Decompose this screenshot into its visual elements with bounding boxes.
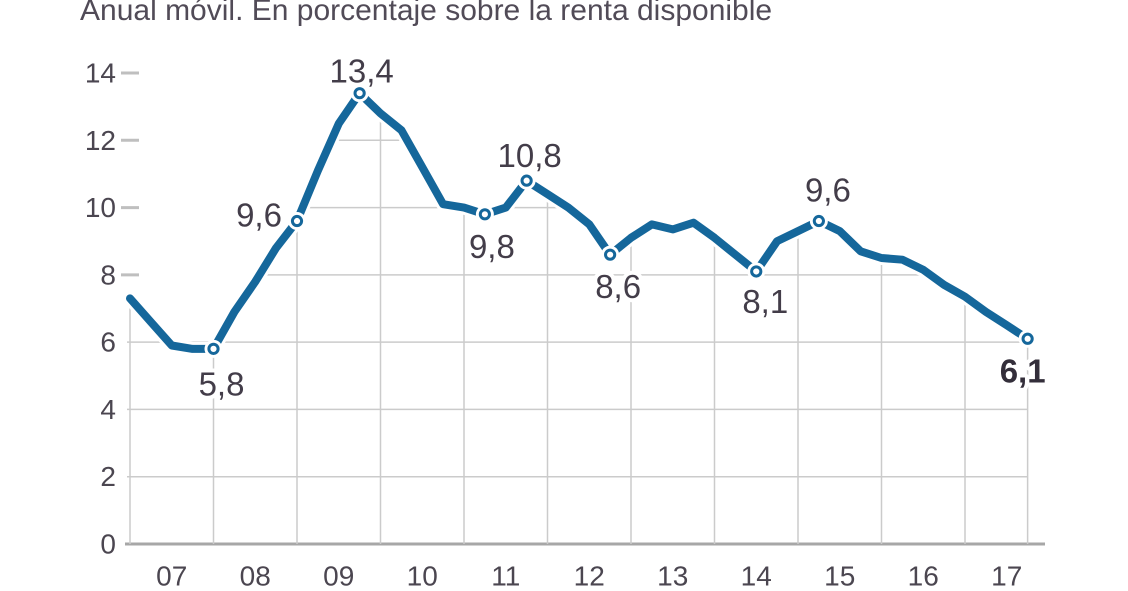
y-tick-label: 4 bbox=[100, 394, 116, 425]
data-point-label: 9,8 bbox=[469, 228, 515, 265]
y-tick-label: 0 bbox=[100, 529, 116, 560]
data-point-marker bbox=[750, 265, 763, 278]
data-point-label: 6,1 bbox=[1000, 352, 1046, 389]
x-tick-label: 09 bbox=[323, 561, 354, 591]
x-tick-label: 14 bbox=[741, 561, 772, 591]
data-point-label: 5,8 bbox=[199, 365, 245, 402]
x-tick-label: 16 bbox=[908, 561, 939, 591]
data-point-marker bbox=[1021, 332, 1034, 345]
data-point-label: 8,1 bbox=[742, 283, 788, 320]
data-point-label: 10,8 bbox=[498, 137, 562, 174]
data-point-label: 9,6 bbox=[236, 197, 282, 234]
data-point-label: 9,6 bbox=[805, 172, 851, 209]
chart-title: Anual móvil. En porcentaje sobre la rent… bbox=[80, 0, 773, 27]
data-point-marker bbox=[207, 342, 220, 355]
data-point-marker bbox=[478, 208, 491, 221]
data-point-marker bbox=[604, 248, 617, 261]
y-tick-label: 2 bbox=[100, 461, 116, 492]
x-tick-label: 17 bbox=[991, 561, 1022, 591]
x-tick-label: 08 bbox=[240, 561, 271, 591]
data-point-marker bbox=[353, 87, 366, 100]
data-point-label: 8,6 bbox=[595, 268, 641, 305]
y-tick-label: 12 bbox=[85, 125, 116, 156]
y-tick-label: 14 bbox=[85, 57, 116, 88]
data-point-marker bbox=[520, 174, 533, 187]
x-tick-label: 07 bbox=[156, 561, 187, 591]
x-tick-label: 10 bbox=[407, 561, 438, 591]
data-point-label: 13,4 bbox=[330, 53, 394, 90]
x-tick-label: 11 bbox=[491, 561, 520, 591]
y-tick-label: 10 bbox=[85, 192, 116, 223]
data-point-marker bbox=[290, 214, 304, 228]
x-tick-label: 13 bbox=[657, 561, 688, 591]
x-tick-label: 15 bbox=[824, 561, 855, 591]
data-point-marker bbox=[812, 214, 825, 228]
y-tick-label: 6 bbox=[100, 327, 116, 358]
y-tick-label: 8 bbox=[100, 259, 116, 290]
x-tick-label: 12 bbox=[574, 561, 605, 591]
series-line bbox=[126, 89, 1032, 353]
